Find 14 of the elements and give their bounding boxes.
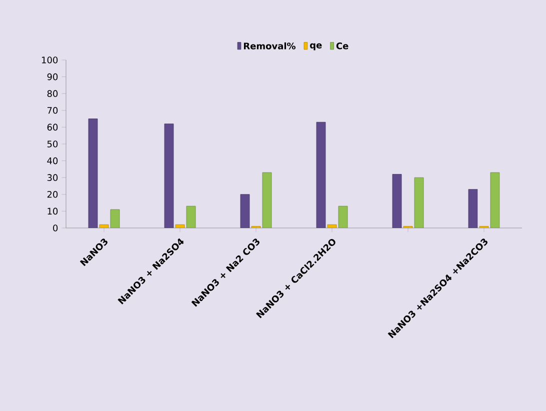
- y-tick-label: 50: [47, 140, 58, 148]
- y-tick-label: 90: [47, 73, 58, 80]
- legend-label: Removal%: [244, 42, 296, 50]
- y-tick-label: 20: [47, 190, 58, 198]
- legend-label: qe: [310, 43, 322, 50]
- y-tick-label: 70: [47, 106, 58, 114]
- y-tick-label: 80: [47, 90, 58, 97]
- legend-label: Ce: [336, 42, 348, 50]
- y-tick-label: 30: [47, 174, 58, 181]
- y-tick-label: 60: [47, 124, 58, 131]
- y-tick-label: 0: [53, 224, 58, 232]
- y-tick-label: 100: [42, 56, 58, 64]
- y-tick-label: 10: [48, 208, 58, 215]
- y-tick-label: 40: [47, 157, 58, 164]
